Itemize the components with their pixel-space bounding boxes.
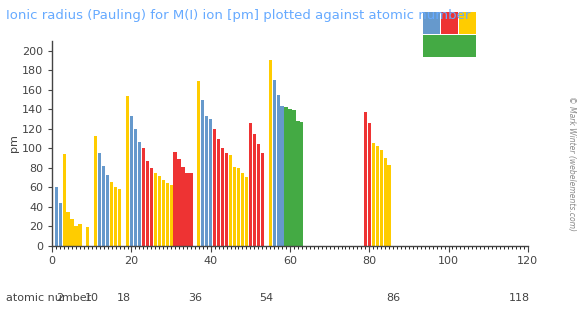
Bar <box>63 154 66 246</box>
Bar <box>86 227 89 246</box>
Bar <box>284 107 288 246</box>
Bar <box>67 212 70 246</box>
Bar <box>245 177 248 246</box>
Bar <box>387 165 391 246</box>
Bar <box>376 146 379 246</box>
Bar <box>368 123 371 246</box>
Bar <box>233 167 236 246</box>
Text: atomic number: atomic number <box>6 293 91 303</box>
Bar <box>300 122 303 246</box>
Bar <box>253 134 256 246</box>
Bar <box>118 189 121 246</box>
Bar <box>126 95 129 246</box>
Text: 2: 2 <box>57 293 64 303</box>
Bar <box>383 158 387 246</box>
Bar <box>165 183 169 246</box>
Bar <box>146 161 149 246</box>
Bar <box>186 173 188 246</box>
Bar <box>241 173 244 246</box>
Bar <box>182 167 184 246</box>
Bar <box>273 80 275 246</box>
Bar <box>130 116 133 246</box>
Bar <box>221 148 224 246</box>
Text: 18: 18 <box>117 293 130 303</box>
Bar <box>102 166 106 246</box>
Bar <box>205 116 208 246</box>
Bar <box>189 173 193 246</box>
Bar <box>162 180 165 246</box>
Bar <box>281 106 284 246</box>
Text: 118: 118 <box>509 293 531 303</box>
Bar <box>225 153 228 246</box>
Bar <box>201 100 204 246</box>
Bar <box>78 224 82 246</box>
Bar <box>288 109 292 246</box>
Bar <box>59 203 61 246</box>
Bar <box>269 60 272 246</box>
Bar <box>169 185 173 246</box>
Bar <box>74 226 78 246</box>
Bar <box>177 159 180 246</box>
Bar <box>249 123 252 246</box>
Bar <box>296 121 299 246</box>
Bar <box>110 182 113 246</box>
Bar <box>209 119 212 246</box>
Bar <box>106 175 109 246</box>
Bar <box>154 173 157 246</box>
Bar <box>98 153 102 246</box>
Bar <box>364 112 367 246</box>
Bar <box>142 148 145 246</box>
Bar <box>94 136 97 246</box>
Bar <box>173 152 177 246</box>
Bar <box>114 187 117 246</box>
Text: © Mark Winter (webelements.com): © Mark Winter (webelements.com) <box>567 96 576 231</box>
Bar <box>229 155 232 246</box>
Text: 86: 86 <box>386 293 400 303</box>
Bar <box>257 144 260 246</box>
Bar <box>138 142 141 246</box>
Bar <box>55 187 58 246</box>
Bar <box>70 219 74 246</box>
Bar <box>213 129 216 246</box>
Bar <box>277 94 280 246</box>
Bar <box>379 150 383 246</box>
Bar <box>237 168 240 246</box>
Bar <box>217 140 220 246</box>
Text: Ionic radius (Pauling) for M(I) ion [pm] plotted against atomic number: Ionic radius (Pauling) for M(I) ion [pm]… <box>6 9 470 22</box>
Bar <box>372 143 375 246</box>
Text: 54: 54 <box>259 293 273 303</box>
Bar <box>260 153 264 246</box>
Bar <box>134 129 137 246</box>
Text: 36: 36 <box>188 293 202 303</box>
Bar <box>158 176 161 246</box>
Bar <box>150 168 153 246</box>
Bar <box>197 81 201 246</box>
Text: 10: 10 <box>85 293 99 303</box>
Bar <box>292 110 296 246</box>
Y-axis label: pm: pm <box>9 135 19 152</box>
